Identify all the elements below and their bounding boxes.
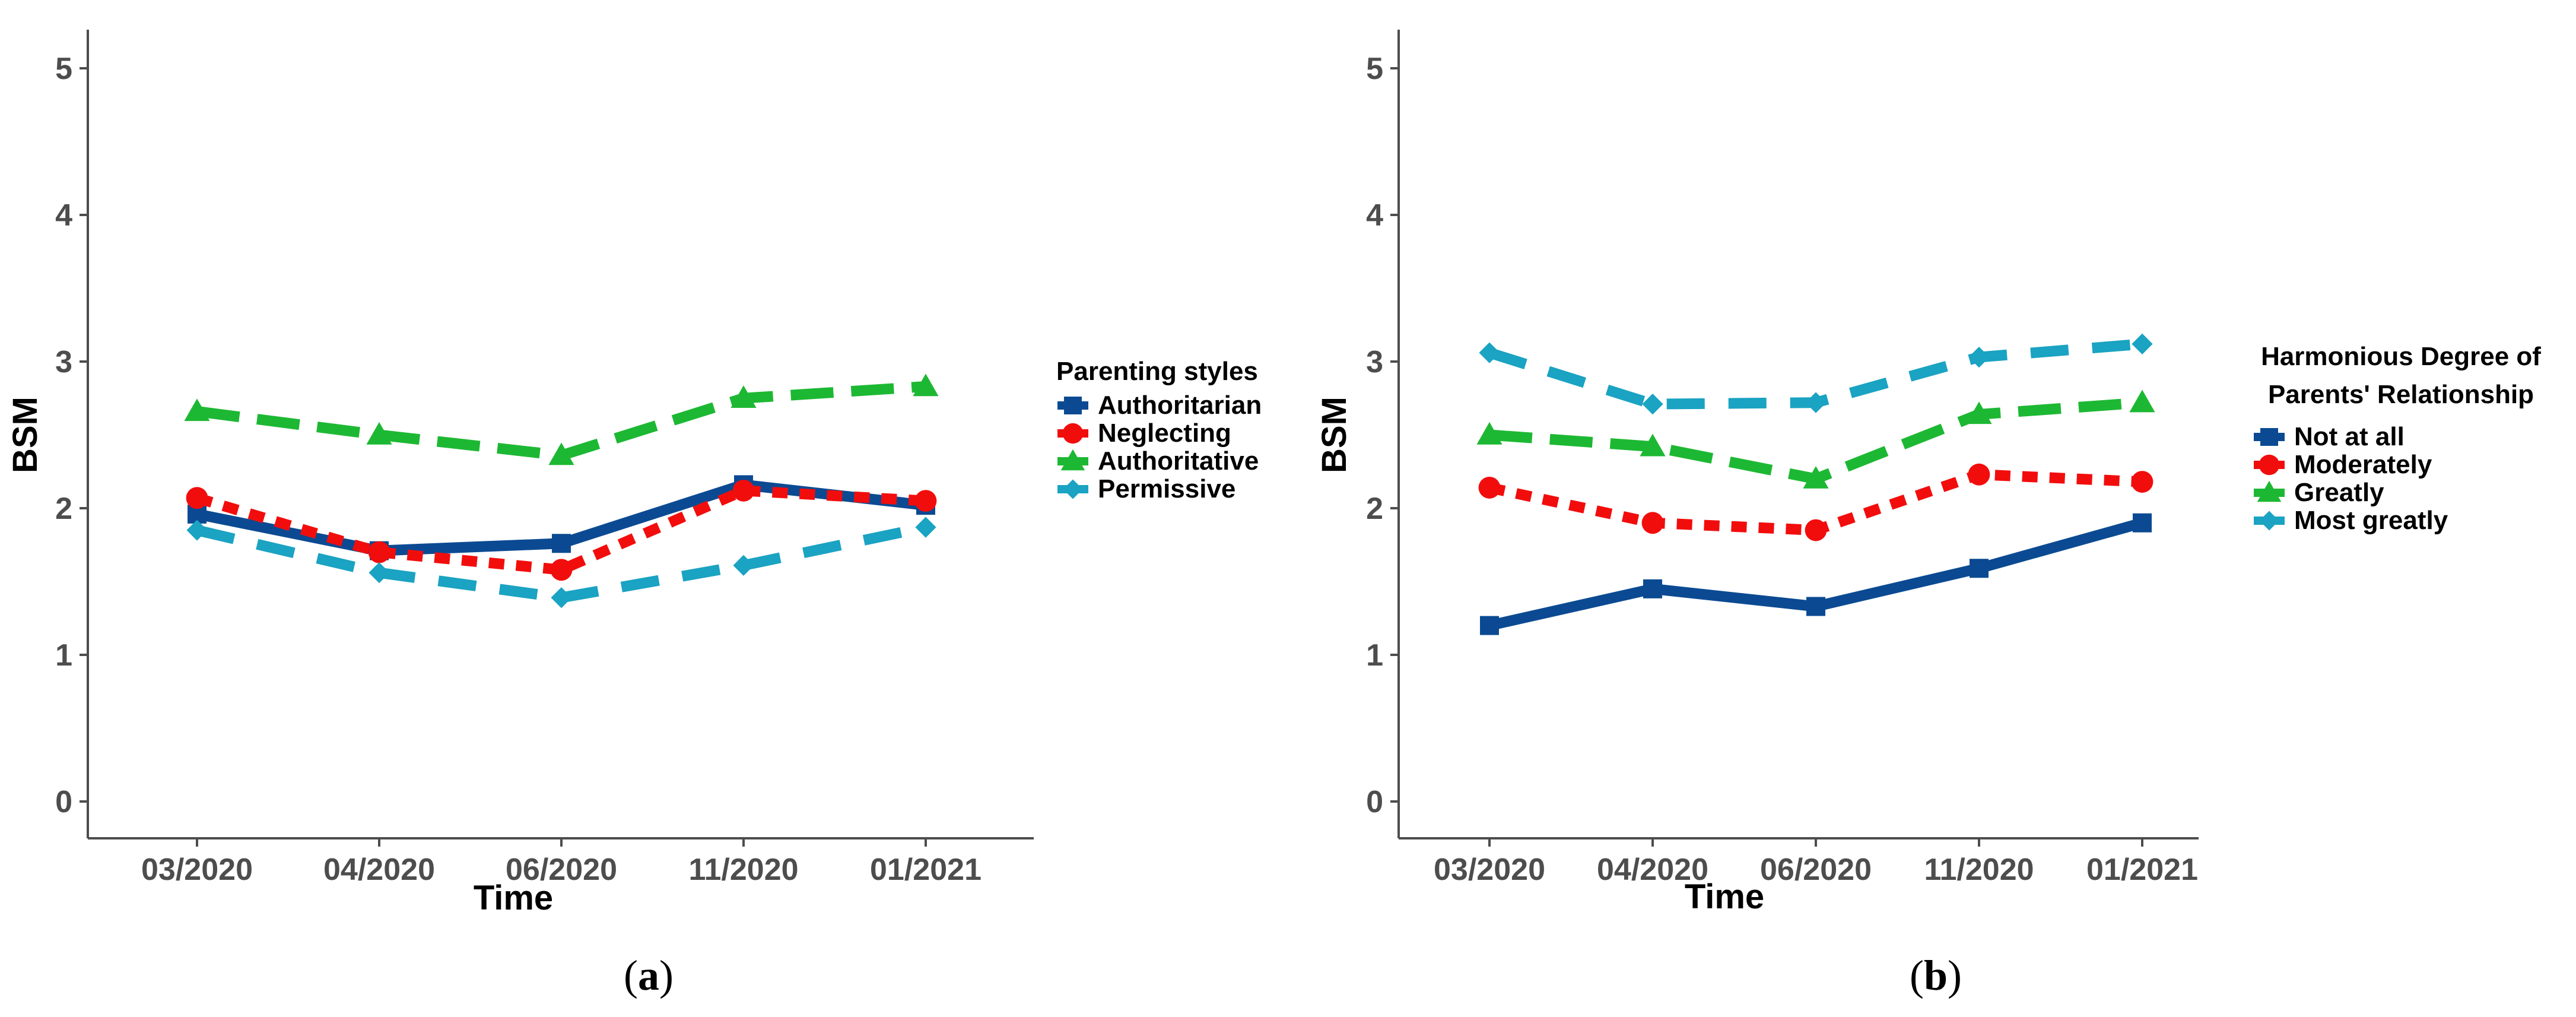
x-tick-label: 06/2020 (506, 853, 617, 887)
data-point (368, 541, 390, 563)
data-point (733, 555, 754, 576)
legend-key-marker (2260, 428, 2278, 446)
y-axis-title: BSM (1315, 397, 1354, 473)
y-tick-label: 0 (55, 785, 72, 819)
chart-panel-b: 0 1 2 3 4 5 03/2020 04/2020 06/2020 11/2020 01/202… (1315, 30, 2541, 999)
data-point (2133, 513, 2152, 533)
x-tick-label: 04/2020 (1597, 853, 1708, 887)
data-point (1803, 466, 1829, 489)
data-point (1970, 559, 1989, 578)
legend-key-marker (1060, 449, 1085, 471)
legend-label: Moderately (2294, 450, 2432, 479)
data-point (548, 442, 574, 465)
data-point (1806, 597, 1825, 616)
legend-label: Neglecting (1098, 419, 1231, 448)
data-point (732, 479, 755, 502)
data-point (2129, 389, 2155, 413)
data-point (730, 385, 757, 408)
legend-key-marker (2259, 454, 2280, 476)
y-axis-title: BSM (6, 397, 45, 473)
data-point (2132, 333, 2153, 354)
data-point (552, 534, 571, 553)
legend-key-marker (1062, 423, 1084, 444)
legend-label: Greatly (2294, 478, 2384, 507)
y-tick-label: 5 (55, 52, 72, 86)
series-moderately (1478, 463, 2153, 541)
y-tick-label: 1 (55, 638, 72, 673)
data-point (550, 559, 573, 581)
legend-label: Authoritarian (1098, 391, 1262, 420)
data-point (186, 519, 208, 541)
legend-title: Harmonious Degree of (2261, 342, 2541, 371)
x-tick-label: 01/2021 (2086, 853, 2198, 887)
series-line (195, 485, 926, 575)
legend-key-marker (2259, 511, 2279, 531)
data-point (1641, 512, 1664, 534)
series-not-at-all (1480, 513, 2152, 635)
data-point (915, 517, 936, 538)
y-tick-label: 5 (1366, 52, 1383, 86)
y-tick-label: 2 (1366, 492, 1383, 526)
x-axis-title: Time (1685, 877, 1764, 916)
data-point (1968, 346, 1990, 368)
x-tick-label: 03/2020 (1434, 853, 1545, 887)
data-point (1643, 579, 1662, 598)
x-tick-label: 11/2020 (1924, 853, 2034, 887)
panel-caption: (b) (1910, 952, 1962, 999)
data-point (1479, 342, 1500, 363)
y-tick-label: 4 (1366, 198, 1383, 233)
data-point (1640, 433, 1666, 457)
data-point (913, 373, 939, 397)
data-point (186, 487, 208, 509)
data-point (2131, 471, 2153, 493)
data-point (1642, 394, 1663, 415)
legend-label: Authoritative (1098, 446, 1259, 476)
data-point (369, 562, 390, 584)
y-tick-label: 1 (1366, 638, 1383, 673)
x-axis-title: Time (474, 879, 553, 917)
legend-title: Parents' Relationship (2268, 380, 2534, 409)
series-greatly (1476, 389, 2155, 489)
data-point (1966, 401, 1992, 424)
legend: Harmonious Degree of Parents' Relationshi… (2254, 342, 2541, 535)
data-point (551, 587, 572, 609)
legend-label: Not at all (2294, 422, 2405, 451)
data-point (1476, 422, 1503, 445)
series-authoritative (184, 373, 939, 465)
x-tick-label: 11/2020 (688, 853, 798, 887)
legend-label: Most greatly (2294, 506, 2448, 535)
data-point (1805, 519, 1827, 541)
x-tick-label: 01/2021 (870, 853, 982, 887)
y-tick-label: 3 (1366, 345, 1383, 379)
x-tick-label: 06/2020 (1760, 853, 1872, 887)
series-permissive (186, 517, 936, 609)
x-tick-label: 03/2020 (141, 853, 253, 887)
data-point (1805, 392, 1827, 413)
legend-key-marker (1063, 479, 1083, 499)
data-point (366, 422, 392, 445)
data-point (1478, 477, 1501, 499)
data-point (914, 490, 937, 512)
legend-key-marker (2257, 480, 2282, 502)
legend: Parenting styles AuthoritarianNeglectingA… (1056, 357, 1262, 503)
legend-label: Permissive (1098, 474, 1235, 503)
data-point (184, 398, 210, 422)
series-neglecting (186, 479, 937, 581)
legend-title: Parenting styles (1056, 357, 1258, 386)
y-tick-label: 2 (55, 492, 72, 526)
y-tick-label: 0 (1366, 785, 1383, 819)
panel-caption: (a) (624, 952, 674, 999)
data-point (1480, 616, 1499, 635)
legend-key-marker (1064, 397, 1082, 414)
data-point (1968, 463, 1990, 486)
y-tick-label: 4 (55, 198, 72, 233)
series-most-greatly (1479, 333, 2153, 415)
x-tick-label: 04/2020 (323, 853, 435, 887)
y-tick-label: 3 (55, 345, 72, 379)
chart-panel-a: 0 1 2 3 4 5 03/2020 04/2020 06/2020 11/2020 01/202… (6, 30, 1262, 999)
